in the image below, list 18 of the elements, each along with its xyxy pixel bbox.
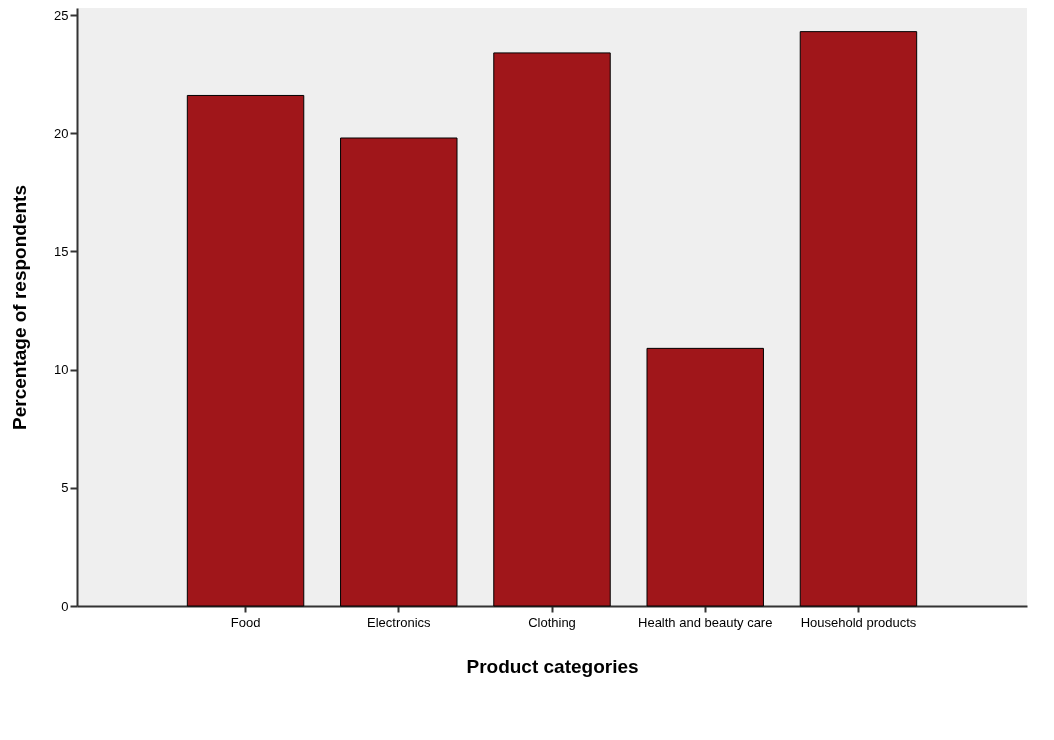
bar [646, 347, 764, 607]
y-tick-label: 15 [54, 243, 69, 259]
bar [340, 137, 458, 607]
x-tick-label: Electronics [366, 614, 432, 630]
y-tick-label: 5 [61, 480, 69, 496]
x-tick-label: Clothing [528, 614, 576, 630]
bar [186, 94, 305, 607]
x-tick-label: Household products [800, 614, 917, 630]
y-axis-title: Percentage of respondents [9, 185, 31, 430]
y-tick-label: 0 [61, 598, 69, 614]
y-tick-label: 25 [54, 7, 69, 23]
bar [493, 52, 611, 607]
x-tick-label: Health and beauty care [638, 614, 773, 630]
x-axis-title: Product categories [466, 655, 639, 677]
x-tick-label: Food [230, 614, 261, 630]
y-tick-label: 20 [54, 125, 69, 141]
bar [799, 31, 918, 607]
y-tick-label: 10 [54, 362, 69, 378]
